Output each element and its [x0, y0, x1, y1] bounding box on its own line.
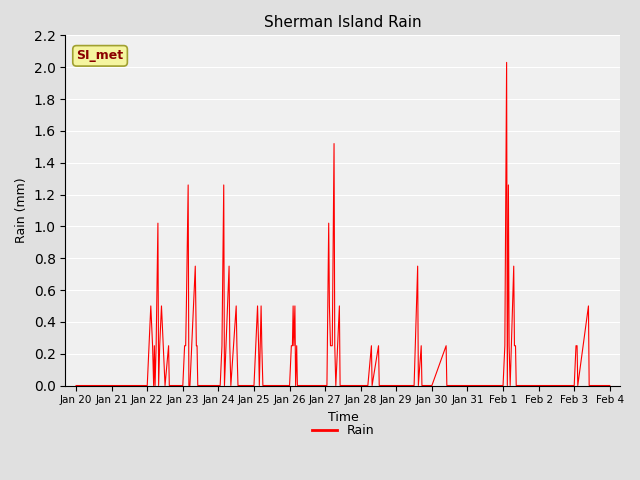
- Rain: [72, 383, 80, 388]
- Rain: [182, 343, 189, 348]
- Rain: [567, 383, 575, 388]
- Text: SI_met: SI_met: [77, 49, 124, 62]
- Rain: [186, 383, 194, 388]
- Rain: [140, 383, 148, 388]
- Rain: [606, 383, 614, 388]
- Title: Sherman Island Rain: Sherman Island Rain: [264, 15, 422, 30]
- Rain: [570, 383, 578, 388]
- Y-axis label: Rain (mm): Rain (mm): [15, 178, 28, 243]
- Rain: [503, 60, 511, 65]
- Line: Rain: Rain: [76, 62, 610, 385]
- X-axis label: Time: Time: [328, 411, 358, 424]
- Legend: Rain: Rain: [307, 420, 380, 442]
- Rain: [232, 303, 240, 309]
